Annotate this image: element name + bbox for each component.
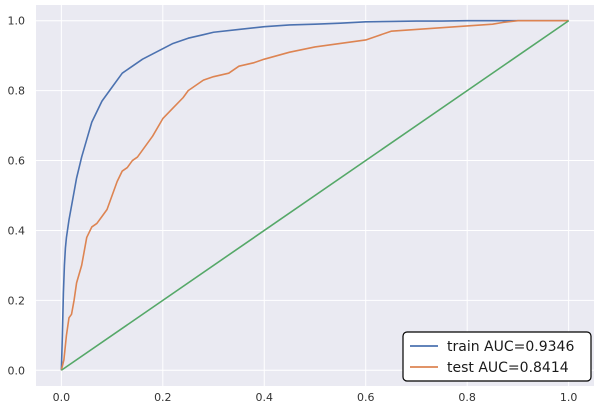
legend: train AUC=0.9346 test AUC=0.8414 (403, 332, 591, 381)
y-tick-label: 0.8 (8, 85, 26, 98)
x-tick-label: 1.0 (560, 391, 578, 404)
y-tick-label: 0.0 (8, 364, 26, 377)
legend-label-test: test AUC=0.8414 (447, 360, 569, 376)
y-tick-label: 0.4 (8, 224, 26, 237)
x-tick-label: 0.0 (53, 391, 71, 404)
legend-label-train: train AUC=0.9346 (447, 339, 574, 355)
x-tick-label: 0.2 (154, 391, 172, 404)
x-tick-label: 0.8 (458, 391, 476, 404)
y-tick-label: 0.6 (8, 155, 26, 168)
y-tick-label: 1.0 (8, 15, 26, 28)
y-tick-label: 0.2 (8, 294, 26, 307)
x-tick-label: 0.6 (357, 391, 375, 404)
x-tick-label: 0.4 (256, 391, 274, 404)
